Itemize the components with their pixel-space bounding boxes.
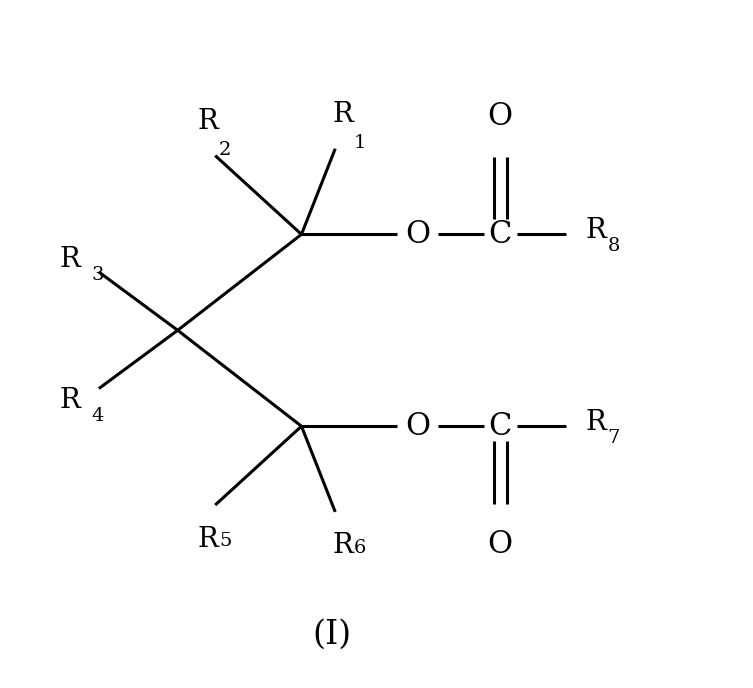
Text: R: R [197, 108, 218, 135]
Text: C: C [489, 219, 512, 250]
Text: R: R [585, 409, 606, 436]
Text: 1: 1 [354, 134, 367, 152]
Text: 5: 5 [219, 532, 231, 550]
Text: C: C [489, 411, 512, 442]
Text: R: R [197, 526, 218, 552]
Text: R: R [59, 246, 80, 273]
Text: (I): (I) [312, 619, 351, 652]
Text: 4: 4 [91, 407, 104, 425]
Text: R: R [59, 387, 80, 414]
Text: 7: 7 [608, 429, 620, 447]
Text: O: O [405, 411, 430, 442]
Text: 2: 2 [219, 141, 231, 159]
Text: O: O [488, 529, 513, 560]
Text: R: R [332, 533, 353, 559]
Text: R: R [332, 101, 353, 128]
Text: 6: 6 [354, 539, 367, 557]
Text: R: R [585, 217, 606, 244]
Text: O: O [488, 100, 513, 131]
Text: 3: 3 [91, 266, 104, 283]
Text: O: O [405, 219, 430, 250]
Text: 8: 8 [608, 237, 620, 255]
